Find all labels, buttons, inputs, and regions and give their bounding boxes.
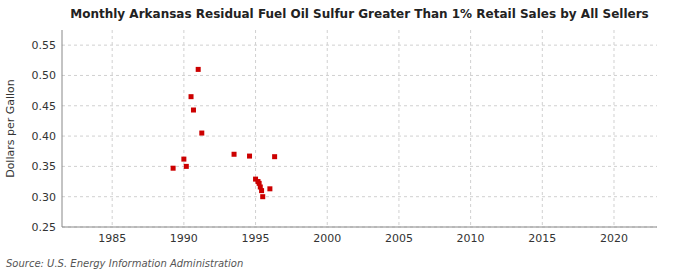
y-grid-line [62, 227, 657, 228]
y-axis-line [62, 30, 63, 227]
point [196, 67, 201, 72]
point [189, 94, 194, 99]
x-tick-label: 1990 [170, 232, 198, 245]
x-grid-line [255, 30, 256, 227]
point [260, 194, 265, 199]
x-tick-label: 2020 [600, 232, 628, 245]
x-grid-line [327, 30, 328, 227]
grid [62, 30, 657, 227]
y-grid-line [62, 75, 657, 76]
y-grid-line [62, 45, 657, 46]
y-grid-line [62, 136, 657, 137]
x-tick-label: 1985 [98, 232, 126, 245]
x-grid-line [613, 30, 614, 227]
point [267, 186, 272, 191]
chart: 1985 1990 1995 2000 2005 2010 2015 2020 0.25 0.30… [0, 0, 675, 275]
point [259, 188, 264, 193]
point [232, 152, 237, 157]
y-grid-line [62, 166, 657, 167]
x-tick-label: 1995 [242, 232, 270, 245]
x-tick-label: 2000 [313, 232, 341, 245]
y-tick-label: 0.25 [32, 221, 57, 234]
source-note: Source: U.S. Energy Information Administ… [6, 258, 243, 269]
point [199, 131, 204, 136]
y-tick-label: 0.30 [32, 191, 57, 204]
point [171, 166, 176, 171]
x-grid-line [112, 30, 113, 227]
x-grid-line [470, 30, 471, 227]
x-tick-label: 2005 [385, 232, 413, 245]
x-grid-line [183, 30, 184, 227]
y-tick-label: 0.40 [32, 130, 57, 143]
point [184, 164, 189, 169]
y-tick-label: 0.45 [32, 100, 57, 113]
y-tick-label: 0.55 [32, 39, 57, 52]
point [181, 157, 186, 162]
y-tick-label: 0.35 [32, 160, 57, 173]
x-grid-line [398, 30, 399, 227]
point [247, 154, 252, 159]
point [191, 108, 196, 113]
title: Monthly Arkansas Residual Fuel Oil Sulfu… [70, 7, 649, 21]
x-axis-line [62, 227, 657, 228]
x-tick-label: 2015 [528, 232, 556, 245]
x-tick-label: 2010 [457, 232, 485, 245]
x-grid-line [542, 30, 543, 227]
y-grid-line [62, 196, 657, 197]
y-axis-label: Dollars per Gallon [4, 79, 17, 178]
points [171, 67, 278, 199]
y-grid-line [62, 105, 657, 106]
y-tick-label: 0.50 [32, 69, 57, 82]
point [272, 154, 277, 159]
tick-labels: 1985 1990 1995 2000 2005 2010 2015 2020 0.25 0.30… [32, 39, 628, 245]
